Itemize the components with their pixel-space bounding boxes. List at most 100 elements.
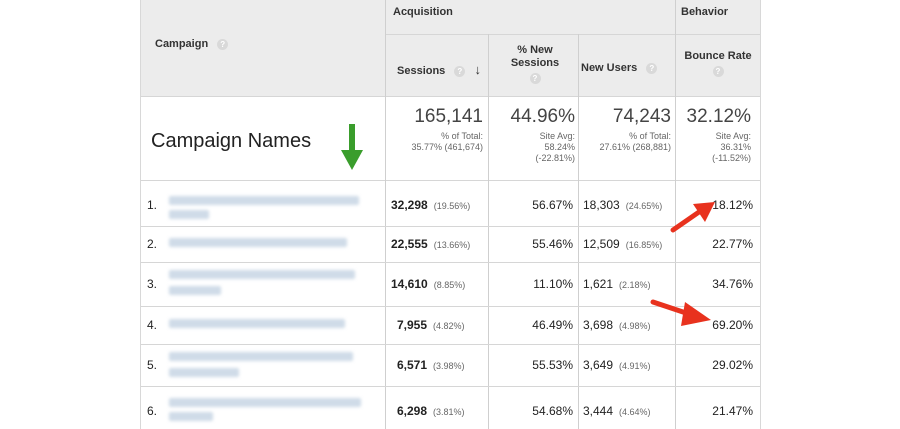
bounce-rate-cell: 18.12%: [712, 198, 753, 212]
total-sessions: 165,141: [414, 106, 483, 127]
new-users-header-label: New Users: [581, 62, 638, 74]
campaign-column-header[interactable]: Campaign ?: [155, 38, 229, 50]
red-arrow-icon: [670, 202, 715, 233]
new-users-value: 3,649: [583, 358, 614, 372]
table-row[interactable]: 4. 7,955 (4.82%) 46.49% 3,698 (4.98%) 69.2…: [141, 306, 760, 344]
new-sessions-diff: (-22.81%): [535, 153, 575, 163]
col-divider: [675, 0, 676, 429]
table-row[interactable]: 3. 14,610 (8.85%) 11.10% 1,621 (2.18%) 34.…: [141, 262, 760, 306]
bounce-rate-header-label: Bounce Rate: [684, 50, 752, 62]
sessions-share: (19.56%): [433, 201, 471, 211]
sessions-value: 6,298: [397, 404, 428, 418]
new-users-cell: 3,444 (4.64%): [583, 404, 651, 418]
table-row[interactable]: 1. 32,298 (19.56%) 56.67% 18,303 (24.65%) …: [141, 180, 760, 226]
new-users-value: 3,444: [583, 404, 614, 418]
row-divider: [141, 306, 760, 307]
help-icon[interactable]: ?: [454, 65, 466, 77]
row-index: 4.: [147, 318, 158, 332]
sessions-value: 32,298: [391, 198, 428, 212]
new-users-value: 1,621: [583, 277, 614, 291]
blurred-campaign-name: [169, 238, 347, 247]
row-index: 5.: [147, 358, 158, 372]
total-sessions-share: 35.77% (461,674): [411, 142, 483, 152]
bounce-rate-cell: 69.20%: [712, 318, 753, 332]
total-new-users-sub: % of Total: 27.61% (268,881): [571, 131, 671, 153]
row-divider: [141, 226, 760, 227]
bounce-rate-column-header[interactable]: Bounce Rate ?: [677, 50, 759, 77]
new-sessions-cell: 11.10%: [533, 277, 573, 291]
down-arrow-icon: [341, 124, 363, 170]
new-sessions-cell: 55.53%: [532, 358, 573, 372]
blurred-campaign-name: [169, 352, 353, 361]
row-divider: [141, 386, 760, 387]
row-index: 6.: [147, 404, 158, 418]
sessions-cell: 6,571 (3.98%): [397, 358, 465, 372]
sessions-cell: 22,555 (13.66%): [391, 237, 470, 251]
new-users-value: 18,303: [583, 198, 620, 212]
sessions-share: (3.81%): [433, 407, 465, 417]
sessions-share: (8.85%): [433, 280, 466, 290]
new-users-share: (24.65%): [625, 201, 663, 211]
total-new-users: 74,243: [612, 106, 671, 127]
sessions-value: 22,555: [391, 237, 428, 251]
new-users-share: (2.18%): [619, 280, 651, 290]
blurred-campaign-name: [169, 398, 361, 407]
new-users-cell: 1,621 (2.18%): [583, 277, 651, 291]
new-users-cell: 18,303 (24.65%): [583, 198, 662, 212]
total-new-sessions-sub: Site Avg: 58.24% (-22.81%): [493, 131, 575, 164]
new-users-share: (4.64%): [619, 407, 651, 417]
new-users-share: (4.98%): [619, 321, 651, 331]
row-divider: [141, 344, 760, 345]
bounce-rate-cell: 21.47%: [712, 404, 753, 418]
new-sessions-cell: 46.49%: [532, 318, 573, 332]
help-icon[interactable]: ?: [217, 38, 229, 50]
total-sessions-caption: % of Total:: [441, 131, 483, 141]
bounce-rate-cell: 22.77%: [712, 237, 753, 251]
sort-arrow-icon[interactable]: ↓: [474, 62, 481, 77]
row-index: 1.: [147, 198, 158, 212]
row-divider: [141, 262, 760, 263]
help-icon[interactable]: ?: [712, 66, 724, 77]
totals-bottom: [141, 180, 760, 181]
new-sessions-header-label: % New Sessions: [510, 44, 560, 69]
table-row[interactable]: 6. 6,298 (3.81%) 54.68% 3,444 (4.64%) 21.4…: [141, 386, 760, 429]
behavior-header: Behavior: [681, 6, 729, 18]
blurred-campaign-name: [169, 412, 213, 421]
new-sessions-cell: 54.68%: [532, 404, 573, 418]
blurred-campaign-name: [169, 270, 355, 279]
blurred-campaign-name: [169, 286, 221, 295]
new-users-share: 27.61% (268,881): [599, 142, 671, 152]
new-users-column-header[interactable]: New Users ?: [581, 62, 658, 74]
header-bottom: [141, 96, 760, 97]
help-icon[interactable]: ?: [646, 62, 658, 74]
sessions-value: 14,610: [391, 277, 428, 291]
bounce-rate-cell: 34.76%: [712, 277, 753, 291]
table-row[interactable]: 5. 6,571 (3.98%) 55.53% 3,649 (4.91%) 29.0…: [141, 344, 760, 386]
analytics-table: Acquisition Behavior Campaign ? Sessions…: [140, 0, 761, 429]
new-users-cell: 12,509 (16.85%): [583, 237, 662, 251]
sessions-share: (4.82%): [433, 321, 465, 331]
campaign-header-label: Campaign: [155, 38, 209, 50]
blurred-campaign-name: [169, 319, 345, 328]
help-icon[interactable]: ?: [529, 73, 541, 84]
new-users-cell: 3,698 (4.98%): [583, 318, 651, 332]
sessions-value: 7,955: [397, 318, 428, 332]
bounce-diff: (-11.52%): [712, 153, 751, 163]
campaign-names-label: Campaign Names: [151, 130, 312, 152]
total-bounce-rate: 32.12%: [686, 106, 751, 127]
sessions-value: 6,571: [397, 358, 428, 372]
table-header: [141, 0, 760, 96]
new-sessions-column-header[interactable]: % New Sessions ?: [491, 44, 579, 84]
sessions-cell: 32,298 (19.56%): [391, 198, 470, 212]
sessions-cell: 7,955 (4.82%): [397, 318, 465, 332]
total-bounce-sub: Site Avg: 36.31% (-11.52%): [679, 131, 751, 164]
row-index: 2.: [147, 237, 158, 251]
sessions-column-header[interactable]: Sessions ? ↓: [397, 62, 481, 77]
table-row[interactable]: 2. 22,555 (13.66%) 55.46% 12,509 (16.85%) …: [141, 226, 760, 262]
acquisition-header: Acquisition: [393, 6, 453, 18]
new-sessions-cell: 56.67%: [532, 198, 573, 212]
red-arrow-icon: [650, 299, 711, 326]
new-sessions-cell: 55.46%: [532, 237, 573, 251]
col-divider: [385, 0, 386, 429]
new-users-value: 3,698: [583, 318, 614, 332]
